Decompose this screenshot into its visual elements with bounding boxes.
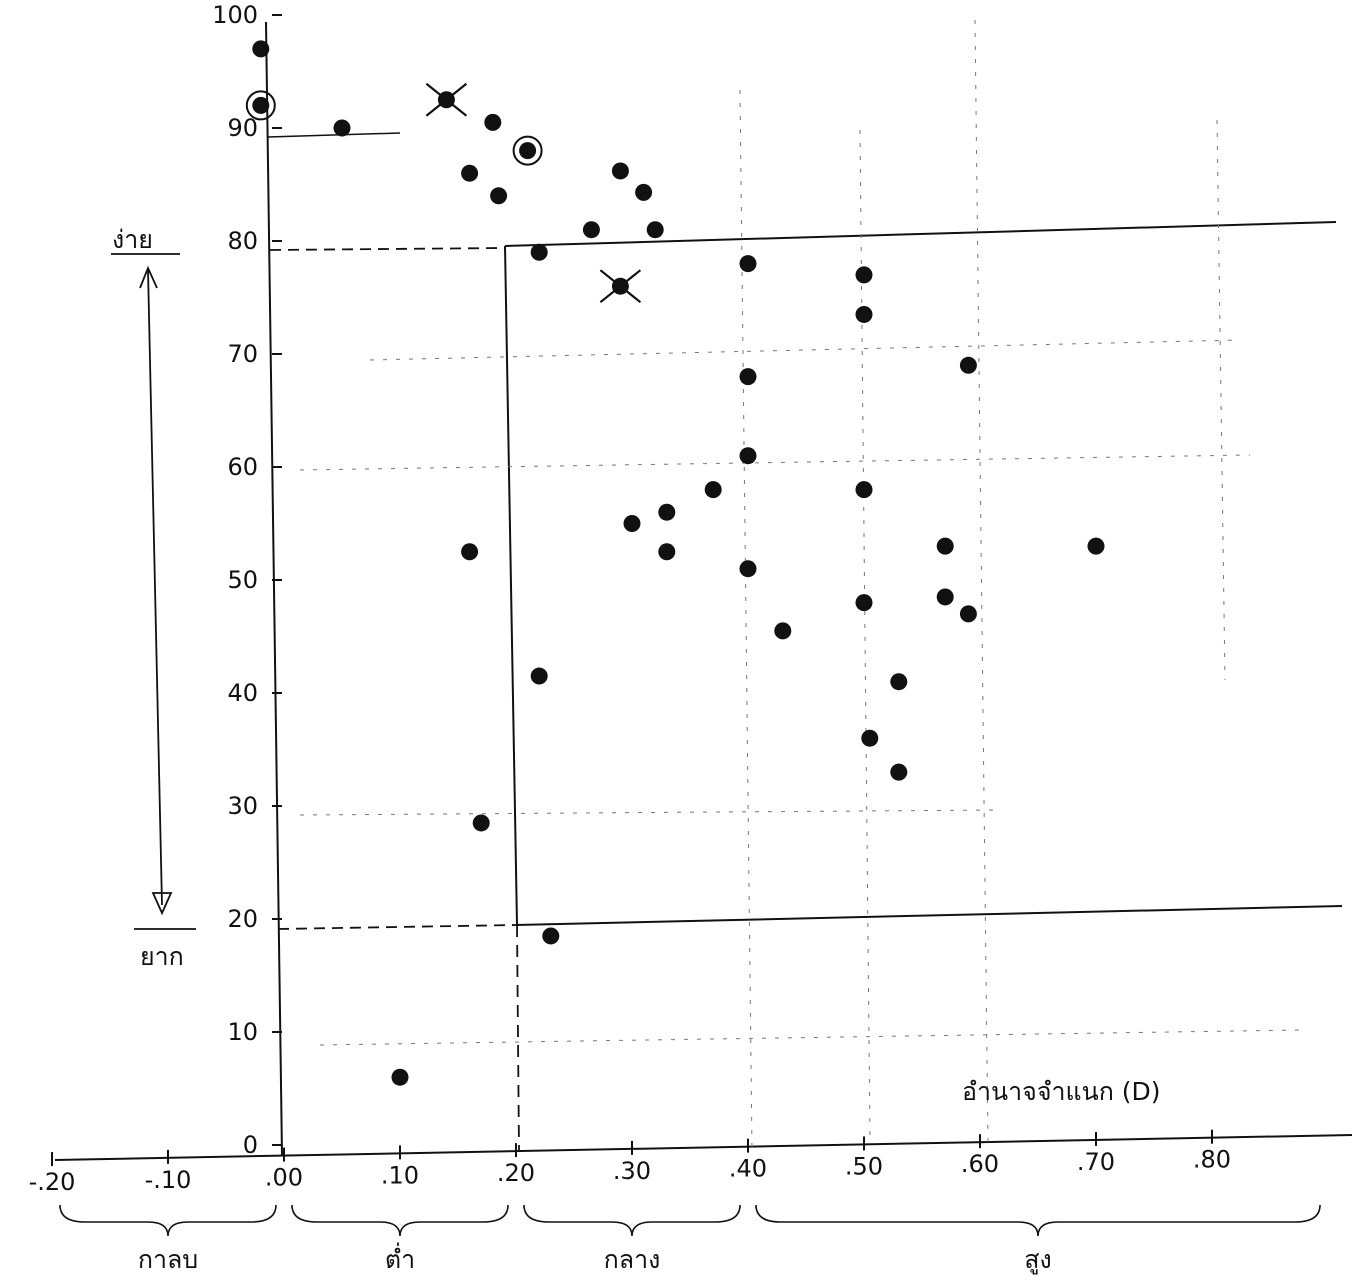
data-point <box>936 537 954 555</box>
x-tick-label: .40 <box>729 1155 767 1183</box>
x-tick-label: -.20 <box>29 1168 76 1196</box>
x-tick-label: .70 <box>1077 1148 1115 1176</box>
data-point <box>959 356 977 374</box>
data-point <box>623 515 641 532</box>
x-tick-label: .60 <box>961 1150 999 1178</box>
group-label: ต่ำ <box>385 1242 415 1274</box>
x-tick-label: -.10 <box>145 1166 192 1194</box>
y-tick-label: 70 <box>227 340 258 368</box>
data-point <box>936 588 954 606</box>
x-tick-label: .50 <box>845 1152 883 1180</box>
y-tick-label: 50 <box>227 566 258 594</box>
ref-line-80-solid <box>504 221 1337 247</box>
y-tick-label: 100 <box>212 1 258 29</box>
x-axis-label: อำนาจจำแนก (D) <box>962 1077 1161 1106</box>
data-point <box>739 560 757 578</box>
data-point <box>739 447 757 465</box>
y-tick-label: 0 <box>243 1131 258 1159</box>
group-brace <box>755 1204 1321 1237</box>
group-brace <box>59 1204 277 1237</box>
data-point <box>333 119 351 137</box>
data-point <box>739 368 757 386</box>
data-point <box>646 221 664 239</box>
data-point <box>252 96 270 114</box>
data-point-cross <box>425 82 468 117</box>
data-point <box>530 243 548 261</box>
x-tick-label: .30 <box>613 1157 651 1185</box>
data-point <box>635 183 653 201</box>
data-point <box>774 622 792 640</box>
y-tick-label: 30 <box>227 792 258 820</box>
data-point <box>519 142 537 160</box>
data-point <box>490 187 508 205</box>
difficulty-arrow <box>111 253 196 930</box>
data-point-ring <box>512 135 543 166</box>
ref-line-20 <box>277 924 517 930</box>
x-tick-label: .80 <box>1193 1146 1231 1174</box>
group-label: กาลบ <box>138 1245 198 1274</box>
x-tick-label: .20 <box>497 1159 535 1187</box>
data-point <box>530 667 548 685</box>
y-tick-label: 20 <box>227 905 258 933</box>
group-brace <box>291 1204 509 1237</box>
data-point-cross <box>599 269 642 304</box>
data-point <box>855 266 873 284</box>
group-label: กลาง <box>604 1245 661 1274</box>
y-tick-label: 80 <box>227 227 258 255</box>
data-point <box>959 605 977 623</box>
y-tick-label: 40 <box>227 679 258 707</box>
x-tick-labels: -.20 -.10 .00 .10 .20 .30 .40 .50 .60 .70 .80 <box>29 1129 1231 1196</box>
x-tick-label: .10 <box>381 1161 419 1189</box>
data-point <box>890 763 908 781</box>
data-point <box>861 729 879 747</box>
data-point <box>890 673 908 691</box>
data-point <box>252 40 270 58</box>
data-point <box>855 594 873 612</box>
data-point <box>484 113 502 131</box>
data-point <box>461 543 479 561</box>
y-tick-label: 60 <box>227 453 258 481</box>
data-point <box>1087 537 1105 555</box>
data-point <box>461 164 479 182</box>
ref-line-20-solid <box>515 905 1343 926</box>
grid-guides <box>299 19 1301 1151</box>
y-tick-label: 90 <box>227 114 258 142</box>
x-axis <box>54 1134 1353 1161</box>
y-tick-labels: 0 10 20 30 40 50 60 70 80 90 100 <box>212 1 282 1159</box>
easy-label: ง่าย <box>112 225 153 254</box>
group-brace <box>523 1204 741 1237</box>
y-axis <box>265 21 283 1156</box>
data-point <box>658 503 676 521</box>
ref-line-d20 <box>504 245 518 926</box>
ref-line-d20-dashed <box>516 924 520 1151</box>
group-braces: กาลบ ต่ำ กลาง สูง <box>59 1204 1321 1275</box>
data-points <box>245 40 1105 1086</box>
ref-line-80 <box>269 247 506 251</box>
x-tick-label: .00 <box>265 1164 303 1192</box>
data-point <box>855 481 873 499</box>
data-point <box>391 1068 409 1086</box>
data-point <box>855 305 873 323</box>
data-point <box>658 543 676 561</box>
hard-label: ยาก <box>140 942 184 971</box>
data-point-ring <box>245 90 276 121</box>
data-point <box>739 255 757 273</box>
data-point <box>704 481 722 499</box>
data-point <box>472 814 490 832</box>
group-label: สูง <box>1024 1245 1051 1275</box>
data-point <box>611 162 629 180</box>
data-point <box>582 221 600 239</box>
y-tick-label: 10 <box>227 1018 258 1046</box>
data-point <box>542 927 560 945</box>
ref-line-90 <box>267 132 401 138</box>
